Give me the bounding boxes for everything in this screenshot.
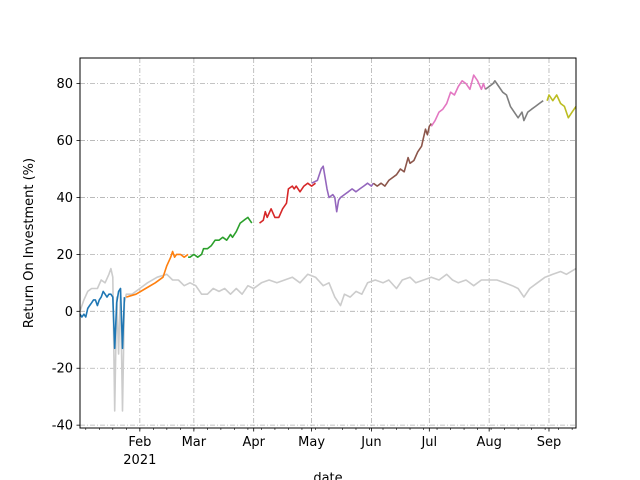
x-tick-label: Feb: [128, 435, 151, 450]
y-tick-label: 60: [56, 134, 73, 149]
y-tick-label: 40: [56, 191, 73, 206]
x-tick-label: Aug: [476, 435, 501, 450]
series-line-1: [79, 287, 126, 350]
x-tick-label: Jul: [420, 435, 437, 450]
y-tick-label: 0: [65, 305, 73, 320]
x-tick-label: Mar: [182, 435, 207, 450]
x-tick-label: Apr: [242, 435, 265, 450]
series-line-8: [484, 80, 544, 122]
series-line-9: [546, 94, 577, 119]
y-tick-label: 80: [56, 77, 73, 92]
axis-ticks: -40 -20 0 20 40 60 80 Feb 2021 Mar Apr May Jun Jul Aug…: [52, 77, 573, 468]
series-line-2: [126, 250, 189, 298]
y-tick-label: 20: [56, 248, 73, 263]
series-line-5: [311, 165, 375, 213]
x-axis-label: date: [313, 471, 342, 480]
grid-lines: [80, 58, 576, 428]
x-tick-label: Sep: [537, 435, 562, 450]
plot-frame: [79, 57, 577, 429]
x-tick-label: May: [298, 435, 325, 450]
series-line-3: [188, 216, 253, 259]
series-line-4: [259, 182, 316, 224]
y-axis-label: Return On Investment (%): [22, 158, 37, 328]
y-tick-label: -40: [52, 419, 73, 434]
series-lines: [79, 74, 577, 412]
series-line-7: [430, 74, 487, 127]
x-tick-label: Jun: [360, 435, 381, 450]
series-line-6: [372, 123, 432, 187]
x-tick-year-label: 2021: [123, 453, 156, 468]
y-tick-label: -20: [52, 362, 73, 377]
benchmark-series-line: [79, 267, 577, 412]
